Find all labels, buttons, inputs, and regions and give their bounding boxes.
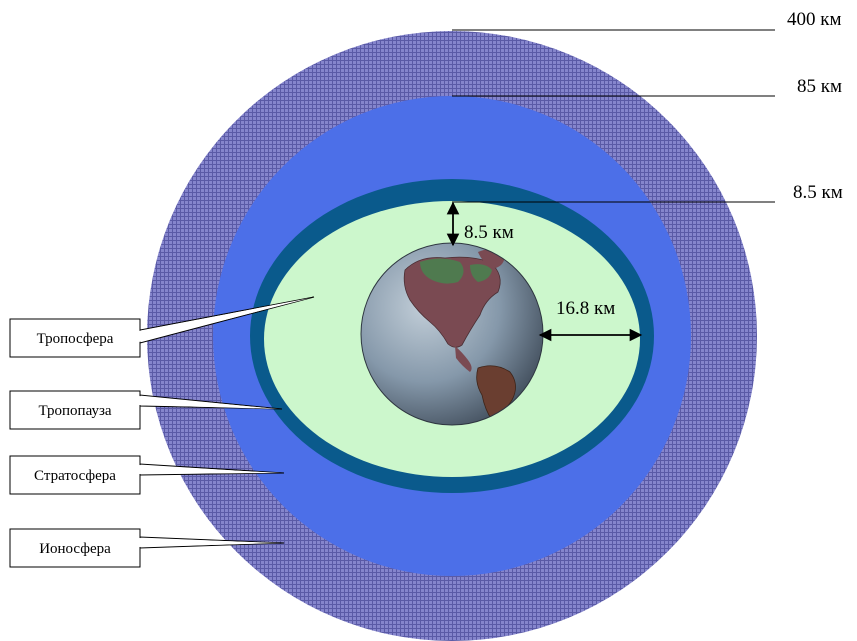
stratosphere-top-label: 85 км [797,76,842,97]
tropopause-top-label: 8.5 км [793,182,843,203]
stratosphere-callout: Стратосфера [9,455,285,495]
tropopause-callout: Тропопауза [9,390,283,430]
stratosphere-label: Стратосфера [34,468,116,484]
polar-thickness-label: 8.5 км [464,222,514,243]
troposphere-callout: Тропосфера [9,296,315,358]
earth-globe-icon [360,242,544,426]
tropopause-label: Тропопауза [38,403,111,419]
troposphere-label: Тропосфера [37,331,114,347]
ionosphere-callout: Ионосфера [9,528,285,568]
ionosphere-top-label: 400 км [787,9,842,30]
equatorial-thickness-label: 16.8 км [556,298,615,319]
ionosphere-label: Ионосфера [39,541,111,557]
